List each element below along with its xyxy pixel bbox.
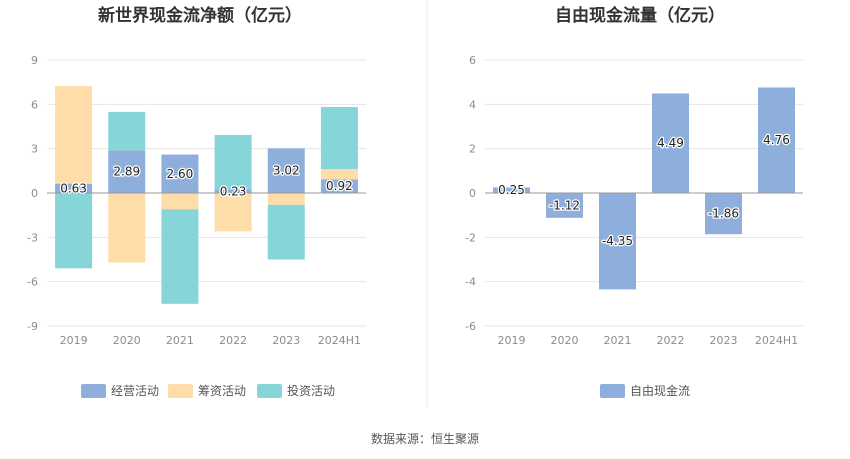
right-legend-swatch xyxy=(600,384,625,398)
left-bar-经营活动-2024H1 xyxy=(320,179,358,193)
left-bar-投资活动-2023 xyxy=(267,204,305,260)
left-legend-item[interactable]: 筹资活动 xyxy=(168,384,246,398)
right-data-label: -4.35 xyxy=(602,234,633,248)
right-x-tick-label: 2021 xyxy=(604,334,632,347)
left-y-tick-label: -6 xyxy=(27,276,38,289)
left-bar-投资活动-2021 xyxy=(161,209,199,304)
right-x-tick-label: 2023 xyxy=(710,334,738,347)
left-legend-swatch xyxy=(168,384,193,398)
left-y-tick-label: 0 xyxy=(31,187,38,200)
left-bar-筹资活动-2020 xyxy=(108,193,146,263)
left-legend-label: 经营活动 xyxy=(111,384,159,398)
left-legend-swatch xyxy=(81,384,106,398)
right-data-label: -1.86 xyxy=(708,207,739,221)
left-x-tick-label: 2022 xyxy=(219,334,247,347)
right-bar-自由现金流-2020 xyxy=(546,193,583,218)
left-y-tick-label: 9 xyxy=(31,54,38,67)
left-x-tick-label: 2021 xyxy=(166,334,194,347)
left-data-label: 3.02 xyxy=(273,164,300,178)
left-data-label: 2.60 xyxy=(167,167,194,181)
left-bar-筹资活动-2019 xyxy=(55,86,93,184)
right-x-tick-label: 2020 xyxy=(551,334,579,347)
left-x-tick-label: 2024H1 xyxy=(318,334,361,347)
left-y-tick-label: -3 xyxy=(27,231,38,244)
right-bar-自由现金流-2021 xyxy=(599,193,636,290)
right-y-tick-label: -2 xyxy=(465,231,476,244)
right-bar-自由现金流-2019 xyxy=(493,187,530,193)
right-data-label: 0.25 xyxy=(498,183,525,197)
left-x-tick-label: 2023 xyxy=(272,334,300,347)
left-legend-item[interactable]: 经营活动 xyxy=(81,384,159,398)
right-data-label: -1.12 xyxy=(549,198,580,212)
left-legend-label: 投资活动 xyxy=(287,383,335,398)
left-data-label: 0.23 xyxy=(220,184,247,198)
left-chart-title: 新世界现金流净额（亿元） xyxy=(98,5,302,26)
right-y-tick-label: 6 xyxy=(469,54,476,67)
left-bar-投资活动-2019 xyxy=(55,193,93,269)
right-bar-自由现金流-2022 xyxy=(652,93,689,193)
right-y-tick-label: -4 xyxy=(465,276,476,289)
right-y-tick-label: -6 xyxy=(465,320,476,333)
left-bar-经营活动-2021 xyxy=(161,154,199,193)
left-bar-投资活动-2022 xyxy=(214,134,252,190)
left-data-label: 0.92 xyxy=(326,179,353,193)
left-bar-筹资活动-2021 xyxy=(161,193,199,210)
left-bar-经营活动-2019 xyxy=(55,183,93,193)
left-bar-经营活动-2022 xyxy=(214,189,252,193)
right-y-tick-label: 2 xyxy=(469,143,476,156)
left-y-tick-label: 6 xyxy=(31,98,38,111)
left-bar-投资活动-2020 xyxy=(108,111,146,151)
left-legend-label: 筹资活动 xyxy=(198,384,246,398)
right-data-label: 4.49 xyxy=(657,136,684,150)
left-bar-筹资活动-2023 xyxy=(267,193,305,205)
left-chart: 9 6 3 0 -3 -6 -9 0.63 2.89 2.60 0.23 3.02 0.92 2019 20… xyxy=(27,54,366,398)
left-bar-筹资活动-2024H1 xyxy=(320,169,358,180)
left-y-tick-label: 3 xyxy=(31,143,38,156)
right-data-label: 4.76 xyxy=(763,133,790,147)
left-bar-经营活动-2023 xyxy=(267,148,305,193)
left-x-tick-label: 2020 xyxy=(113,334,141,347)
left-y-tick-label: -9 xyxy=(27,320,38,333)
left-bar-投资活动-2024H1 xyxy=(320,106,358,170)
left-bar-筹资活动-2022 xyxy=(214,193,252,232)
left-legend-swatch xyxy=(257,384,282,398)
data-source: 数据来源：恒生聚源 xyxy=(371,431,479,446)
left-data-label: 0.63 xyxy=(60,181,87,195)
right-y-tick-label: 0 xyxy=(469,187,476,200)
right-x-tick-label: 2024H1 xyxy=(755,334,798,347)
left-x-tick-label: 2019 xyxy=(60,334,88,347)
left-legend-item[interactable]: 投资活动 xyxy=(257,383,335,398)
right-bar-自由现金流-2024H1 xyxy=(758,87,795,193)
right-x-tick-label: 2022 xyxy=(657,334,685,347)
right-y-tick-label: 4 xyxy=(469,98,476,111)
right-x-tick-label: 2019 xyxy=(498,334,526,347)
right-chart-title: 自由现金流量（亿元） xyxy=(555,5,725,26)
right-chart: 6 4 2 0 -2 -4 -6 0.25 -1.12 -4.35 4.49 -1.86 4.76 201… xyxy=(465,54,803,398)
left-data-label: 2.89 xyxy=(113,165,140,179)
right-legend-item[interactable]: 自由现金流 xyxy=(600,383,690,398)
right-legend-label: 自由现金流 xyxy=(630,383,690,398)
left-bar-经营活动-2020 xyxy=(108,150,146,193)
right-bar-自由现金流-2023 xyxy=(705,193,742,235)
